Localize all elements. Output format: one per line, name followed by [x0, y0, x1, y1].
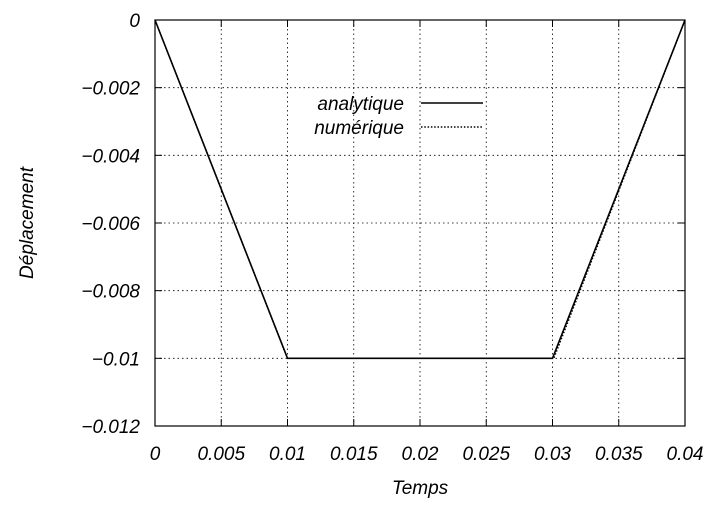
x-tick-label: 0.015: [330, 444, 378, 465]
y-tick-label: 0: [129, 11, 140, 32]
x-tick-label: 0.03: [534, 444, 571, 465]
series-layer: [154, 19, 686, 360]
y-tick-label: −0.01: [92, 349, 140, 370]
grid: [155, 20, 685, 426]
x-tick-label: 0.025: [462, 444, 510, 465]
y-tick-label: −0.004: [81, 146, 140, 167]
legend-label-1: analytique: [317, 94, 404, 115]
x-tick-label: 0: [150, 444, 161, 465]
x-tick-label: 0.035: [595, 444, 643, 465]
y-axis-label: Déplacement: [17, 166, 38, 279]
legend-label-2: numérique: [314, 118, 404, 139]
x-axis-label: Temps: [392, 478, 449, 499]
ticks: 0 0.005 0.01 0.015 0.02 0.025 0.03 0.035 0.04 0 −0…: [81, 11, 703, 465]
y-tick-label: −0.008: [81, 282, 140, 303]
legend: analytique numérique: [314, 94, 483, 139]
x-tick-label: 0.02: [402, 444, 439, 465]
series-line-2: [154, 19, 686, 360]
y-tick-label: −0.006: [81, 214, 140, 235]
x-tick-label: 0.01: [269, 444, 306, 465]
x-tick-label: 0.005: [197, 444, 245, 465]
y-tick-label: −0.002: [81, 79, 140, 100]
x-tick-label: 0.04: [667, 444, 704, 465]
y-tick-label: −0.012: [81, 417, 140, 438]
